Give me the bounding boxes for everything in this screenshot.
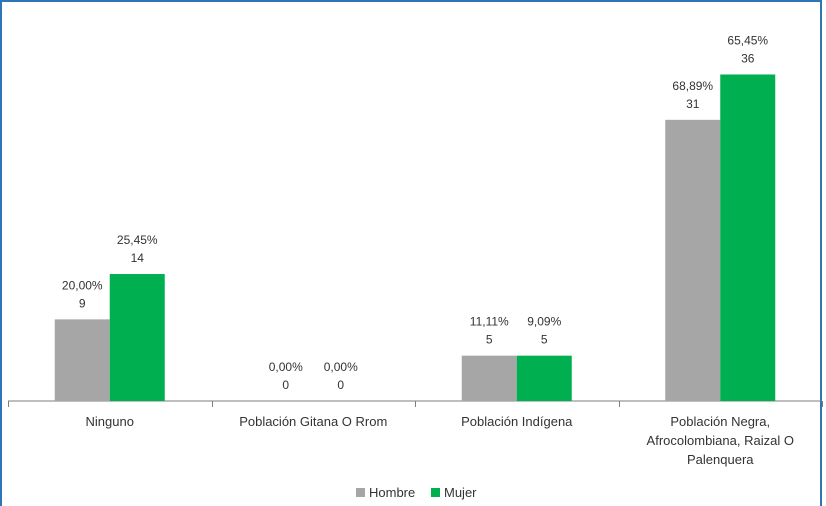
bar-hombre-1 <box>54 319 110 401</box>
category-label: Población Negra, <box>670 414 770 429</box>
data-label-count: 31 <box>686 97 700 111</box>
data-label-count: 36 <box>741 51 755 65</box>
bar-mujer-3 <box>516 355 572 401</box>
data-label-percent: 11,11% <box>470 315 509 329</box>
bar-mujer-4 <box>720 74 776 401</box>
data-label-count: 0 <box>282 378 289 392</box>
data-label-percent: 9,09% <box>527 315 561 329</box>
data-label-count: 5 <box>486 333 493 347</box>
category-label: Afrocolombiana, Raizal O <box>647 433 794 448</box>
category-label: Palenquera <box>687 452 754 467</box>
category-label: Población Gitana O Rrom <box>239 414 387 429</box>
data-label-percent: 20,00% <box>62 278 103 292</box>
data-label-count: 14 <box>131 251 145 265</box>
data-label-percent: 0,00% <box>324 360 358 374</box>
legend-label-mujer: Mujer <box>444 485 477 500</box>
data-label-percent: 65,45% <box>727 33 768 47</box>
legend-swatch-mujer <box>431 488 440 497</box>
data-label-percent: 68,89% <box>672 79 713 93</box>
data-label-percent: 0,00% <box>269 360 303 374</box>
bar-mujer-1 <box>109 274 165 401</box>
data-label-percent: 25,45% <box>117 233 158 247</box>
data-label-count: 9 <box>79 296 86 310</box>
bar-hombre-3 <box>461 355 517 401</box>
legend-label-hombre: Hombre <box>369 485 415 500</box>
category-label: Población Indígena <box>461 414 573 429</box>
bar-hombre-4 <box>665 119 721 401</box>
data-label-count: 0 <box>337 378 344 392</box>
category-label: Ninguno <box>86 414 134 429</box>
data-label-count: 5 <box>541 333 548 347</box>
legend-swatch-hombre <box>356 488 365 497</box>
